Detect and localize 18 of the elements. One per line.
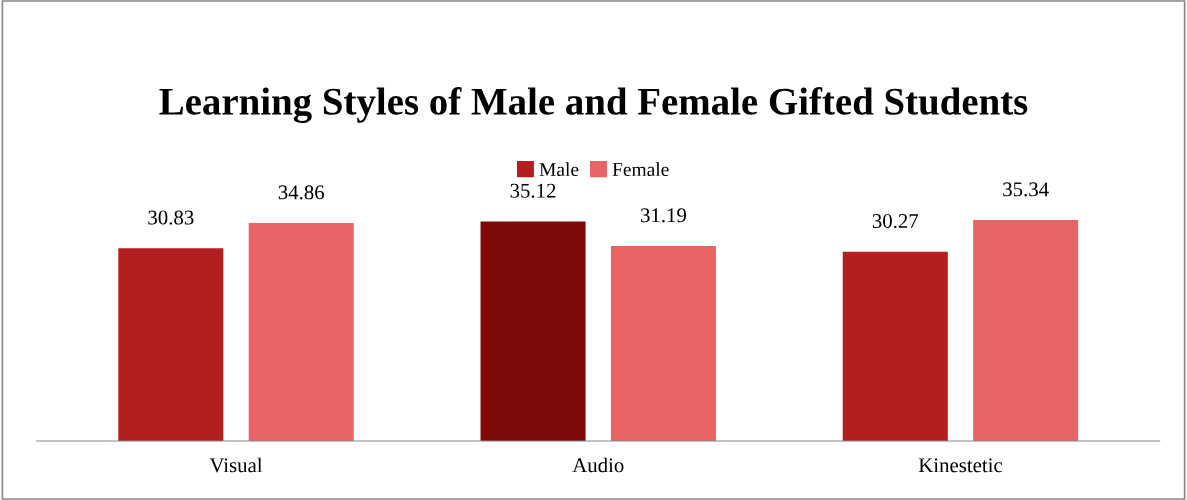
x-tick-label: Audio: [572, 457, 624, 473]
data-label: 35.34: [1003, 182, 1049, 197]
bar: [610, 245, 716, 441]
x-tick-label: Visual: [209, 457, 263, 473]
chart-title: Learning Styles of Male and Female Gifted Students: [159, 87, 1028, 123]
data-label: 34.86: [278, 185, 325, 200]
legend-label: Female: [612, 162, 669, 177]
data-label: 35.12: [510, 183, 556, 198]
data-label: 30.27: [872, 214, 919, 229]
x-tick-label: Kinestetic: [918, 458, 1003, 473]
bar: [118, 248, 224, 441]
bar: [842, 251, 948, 441]
data-label: 31.19: [641, 208, 687, 223]
legend-label: Male: [539, 162, 579, 177]
bar: [480, 221, 586, 441]
data-label: 30.83: [148, 210, 194, 225]
bar: [248, 223, 354, 441]
bar: [973, 220, 1079, 441]
